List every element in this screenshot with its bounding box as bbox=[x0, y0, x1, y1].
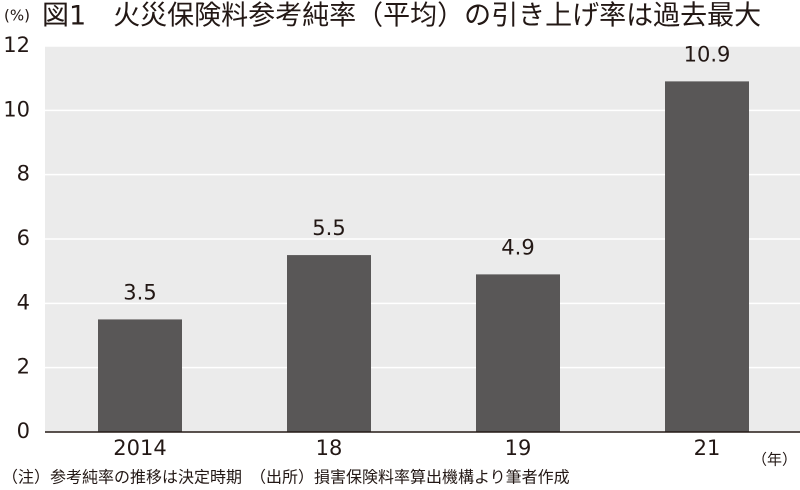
bar bbox=[665, 81, 749, 432]
chart-title: 図1 火災保険料参考純率（平均）の引き上げ率は過去最大 bbox=[42, 1, 761, 32]
value-label: 5.5 bbox=[312, 216, 345, 240]
bar bbox=[287, 255, 371, 432]
bar bbox=[476, 274, 560, 432]
value-label: 10.9 bbox=[684, 42, 731, 66]
x-tick-label: 19 bbox=[505, 436, 532, 460]
y-tick-label: 8 bbox=[17, 162, 30, 186]
footnote: （注）参考純率の推移は決定時期 （出所）損害保険料率算出機構より筆者作成 bbox=[2, 468, 570, 487]
x-tick-label: 21 bbox=[694, 436, 721, 460]
value-label: 4.9 bbox=[501, 235, 534, 259]
x-tick-label: 18 bbox=[316, 436, 343, 460]
y-tick-label: 2 bbox=[17, 355, 30, 379]
y-tick-label: 6 bbox=[17, 226, 30, 250]
value-label: 3.5 bbox=[123, 280, 156, 304]
x-tick-label: 2014 bbox=[113, 436, 166, 460]
y-axis-unit: (%) bbox=[4, 7, 30, 25]
x-axis-unit: （年） bbox=[752, 451, 797, 469]
bar bbox=[98, 319, 182, 432]
y-tick-label: 10 bbox=[3, 97, 30, 121]
y-tick-label: 12 bbox=[3, 33, 30, 57]
y-tick-label: 4 bbox=[17, 290, 30, 314]
y-tick-label: 0 bbox=[17, 419, 30, 443]
